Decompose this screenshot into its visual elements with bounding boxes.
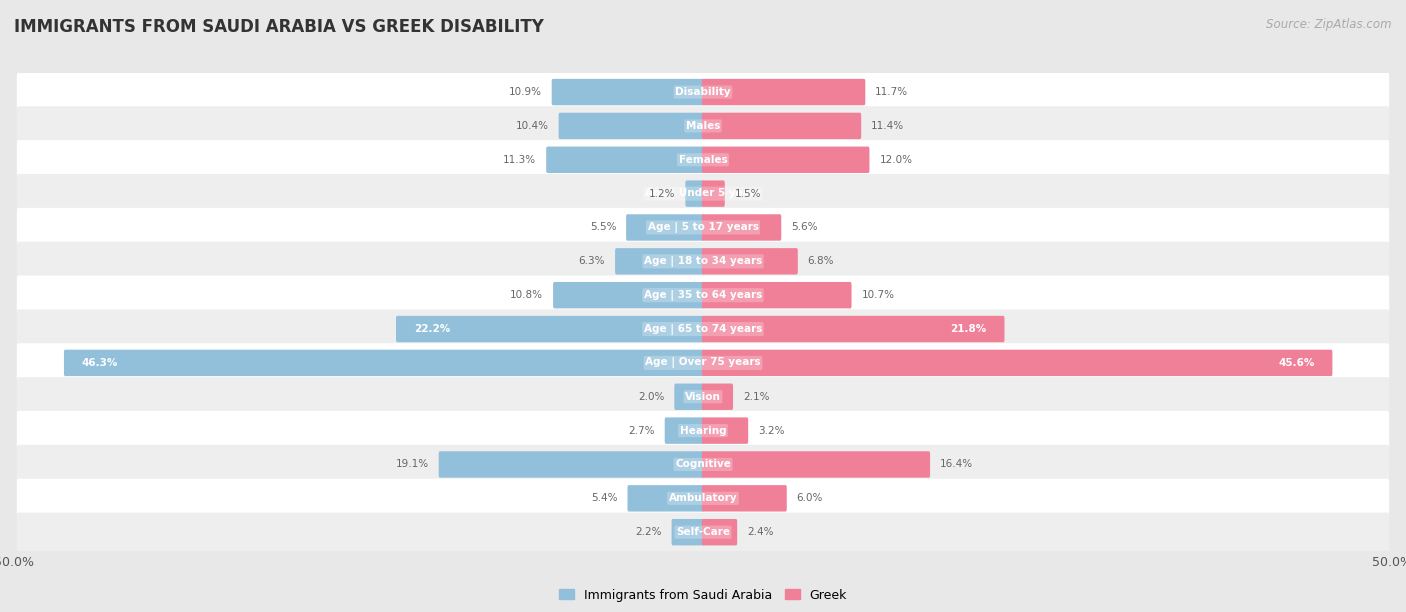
FancyBboxPatch shape — [17, 411, 1389, 450]
Text: Self-Care: Self-Care — [676, 527, 730, 537]
FancyBboxPatch shape — [17, 174, 1389, 213]
FancyBboxPatch shape — [17, 106, 1389, 146]
Text: 1.5%: 1.5% — [735, 188, 761, 199]
FancyBboxPatch shape — [17, 512, 1389, 552]
Text: 5.6%: 5.6% — [792, 223, 818, 233]
Text: Disability: Disability — [675, 87, 731, 97]
FancyBboxPatch shape — [665, 417, 704, 444]
FancyBboxPatch shape — [614, 248, 704, 275]
FancyBboxPatch shape — [702, 451, 931, 478]
FancyBboxPatch shape — [685, 181, 704, 207]
FancyBboxPatch shape — [675, 384, 704, 410]
Text: 45.6%: 45.6% — [1278, 358, 1315, 368]
FancyBboxPatch shape — [558, 113, 704, 139]
Text: 46.3%: 46.3% — [82, 358, 118, 368]
Text: 6.0%: 6.0% — [797, 493, 823, 503]
Text: 10.7%: 10.7% — [862, 290, 894, 300]
Text: Ambulatory: Ambulatory — [669, 493, 737, 503]
FancyBboxPatch shape — [17, 310, 1389, 349]
FancyBboxPatch shape — [672, 519, 704, 545]
Text: 2.4%: 2.4% — [747, 527, 773, 537]
Text: 6.8%: 6.8% — [807, 256, 834, 266]
Text: 22.2%: 22.2% — [413, 324, 450, 334]
FancyBboxPatch shape — [439, 451, 704, 478]
Text: Vision: Vision — [685, 392, 721, 401]
FancyBboxPatch shape — [702, 417, 748, 444]
FancyBboxPatch shape — [702, 113, 862, 139]
Text: 2.2%: 2.2% — [636, 527, 662, 537]
FancyBboxPatch shape — [17, 377, 1389, 416]
FancyBboxPatch shape — [396, 316, 704, 342]
Text: 10.9%: 10.9% — [509, 87, 541, 97]
Text: 21.8%: 21.8% — [950, 324, 987, 334]
Text: 2.1%: 2.1% — [742, 392, 769, 401]
Text: 11.4%: 11.4% — [872, 121, 904, 131]
Text: Cognitive: Cognitive — [675, 460, 731, 469]
Text: 1.2%: 1.2% — [650, 188, 675, 199]
Text: 16.4%: 16.4% — [941, 460, 973, 469]
Legend: Immigrants from Saudi Arabia, Greek: Immigrants from Saudi Arabia, Greek — [554, 584, 852, 606]
FancyBboxPatch shape — [702, 384, 733, 410]
Text: IMMIGRANTS FROM SAUDI ARABIA VS GREEK DISABILITY: IMMIGRANTS FROM SAUDI ARABIA VS GREEK DI… — [14, 18, 544, 36]
Text: 11.3%: 11.3% — [503, 155, 536, 165]
FancyBboxPatch shape — [17, 140, 1389, 179]
FancyBboxPatch shape — [702, 214, 782, 241]
FancyBboxPatch shape — [17, 242, 1389, 281]
Text: Hearing: Hearing — [679, 425, 727, 436]
FancyBboxPatch shape — [702, 316, 1004, 342]
FancyBboxPatch shape — [17, 479, 1389, 518]
FancyBboxPatch shape — [17, 275, 1389, 315]
FancyBboxPatch shape — [551, 79, 704, 105]
Text: 19.1%: 19.1% — [395, 460, 429, 469]
FancyBboxPatch shape — [702, 485, 787, 512]
FancyBboxPatch shape — [627, 485, 704, 512]
FancyBboxPatch shape — [17, 343, 1389, 382]
Text: Age | Under 5 years: Age | Under 5 years — [645, 188, 761, 199]
Text: 6.3%: 6.3% — [579, 256, 605, 266]
FancyBboxPatch shape — [17, 445, 1389, 484]
Text: 2.0%: 2.0% — [638, 392, 665, 401]
Text: 10.8%: 10.8% — [510, 290, 543, 300]
Text: 2.7%: 2.7% — [628, 425, 655, 436]
Text: 10.4%: 10.4% — [516, 121, 548, 131]
Text: Age | 18 to 34 years: Age | 18 to 34 years — [644, 256, 762, 267]
FancyBboxPatch shape — [17, 72, 1389, 112]
Text: 5.4%: 5.4% — [591, 493, 617, 503]
Text: Age | 5 to 17 years: Age | 5 to 17 years — [648, 222, 758, 233]
FancyBboxPatch shape — [702, 146, 869, 173]
FancyBboxPatch shape — [17, 208, 1389, 247]
Text: 5.5%: 5.5% — [589, 223, 616, 233]
Text: 3.2%: 3.2% — [758, 425, 785, 436]
FancyBboxPatch shape — [626, 214, 704, 241]
FancyBboxPatch shape — [702, 248, 797, 275]
FancyBboxPatch shape — [63, 349, 704, 376]
Text: Females: Females — [679, 155, 727, 165]
FancyBboxPatch shape — [702, 282, 852, 308]
Text: 11.7%: 11.7% — [875, 87, 908, 97]
FancyBboxPatch shape — [546, 146, 704, 173]
FancyBboxPatch shape — [702, 79, 865, 105]
FancyBboxPatch shape — [553, 282, 704, 308]
Text: Age | Over 75 years: Age | Over 75 years — [645, 357, 761, 368]
Text: Age | 35 to 64 years: Age | 35 to 64 years — [644, 289, 762, 300]
Text: Age | 65 to 74 years: Age | 65 to 74 years — [644, 324, 762, 335]
Text: Source: ZipAtlas.com: Source: ZipAtlas.com — [1267, 18, 1392, 31]
Text: Males: Males — [686, 121, 720, 131]
FancyBboxPatch shape — [702, 349, 1333, 376]
FancyBboxPatch shape — [702, 519, 737, 545]
FancyBboxPatch shape — [702, 181, 724, 207]
Text: 12.0%: 12.0% — [879, 155, 912, 165]
